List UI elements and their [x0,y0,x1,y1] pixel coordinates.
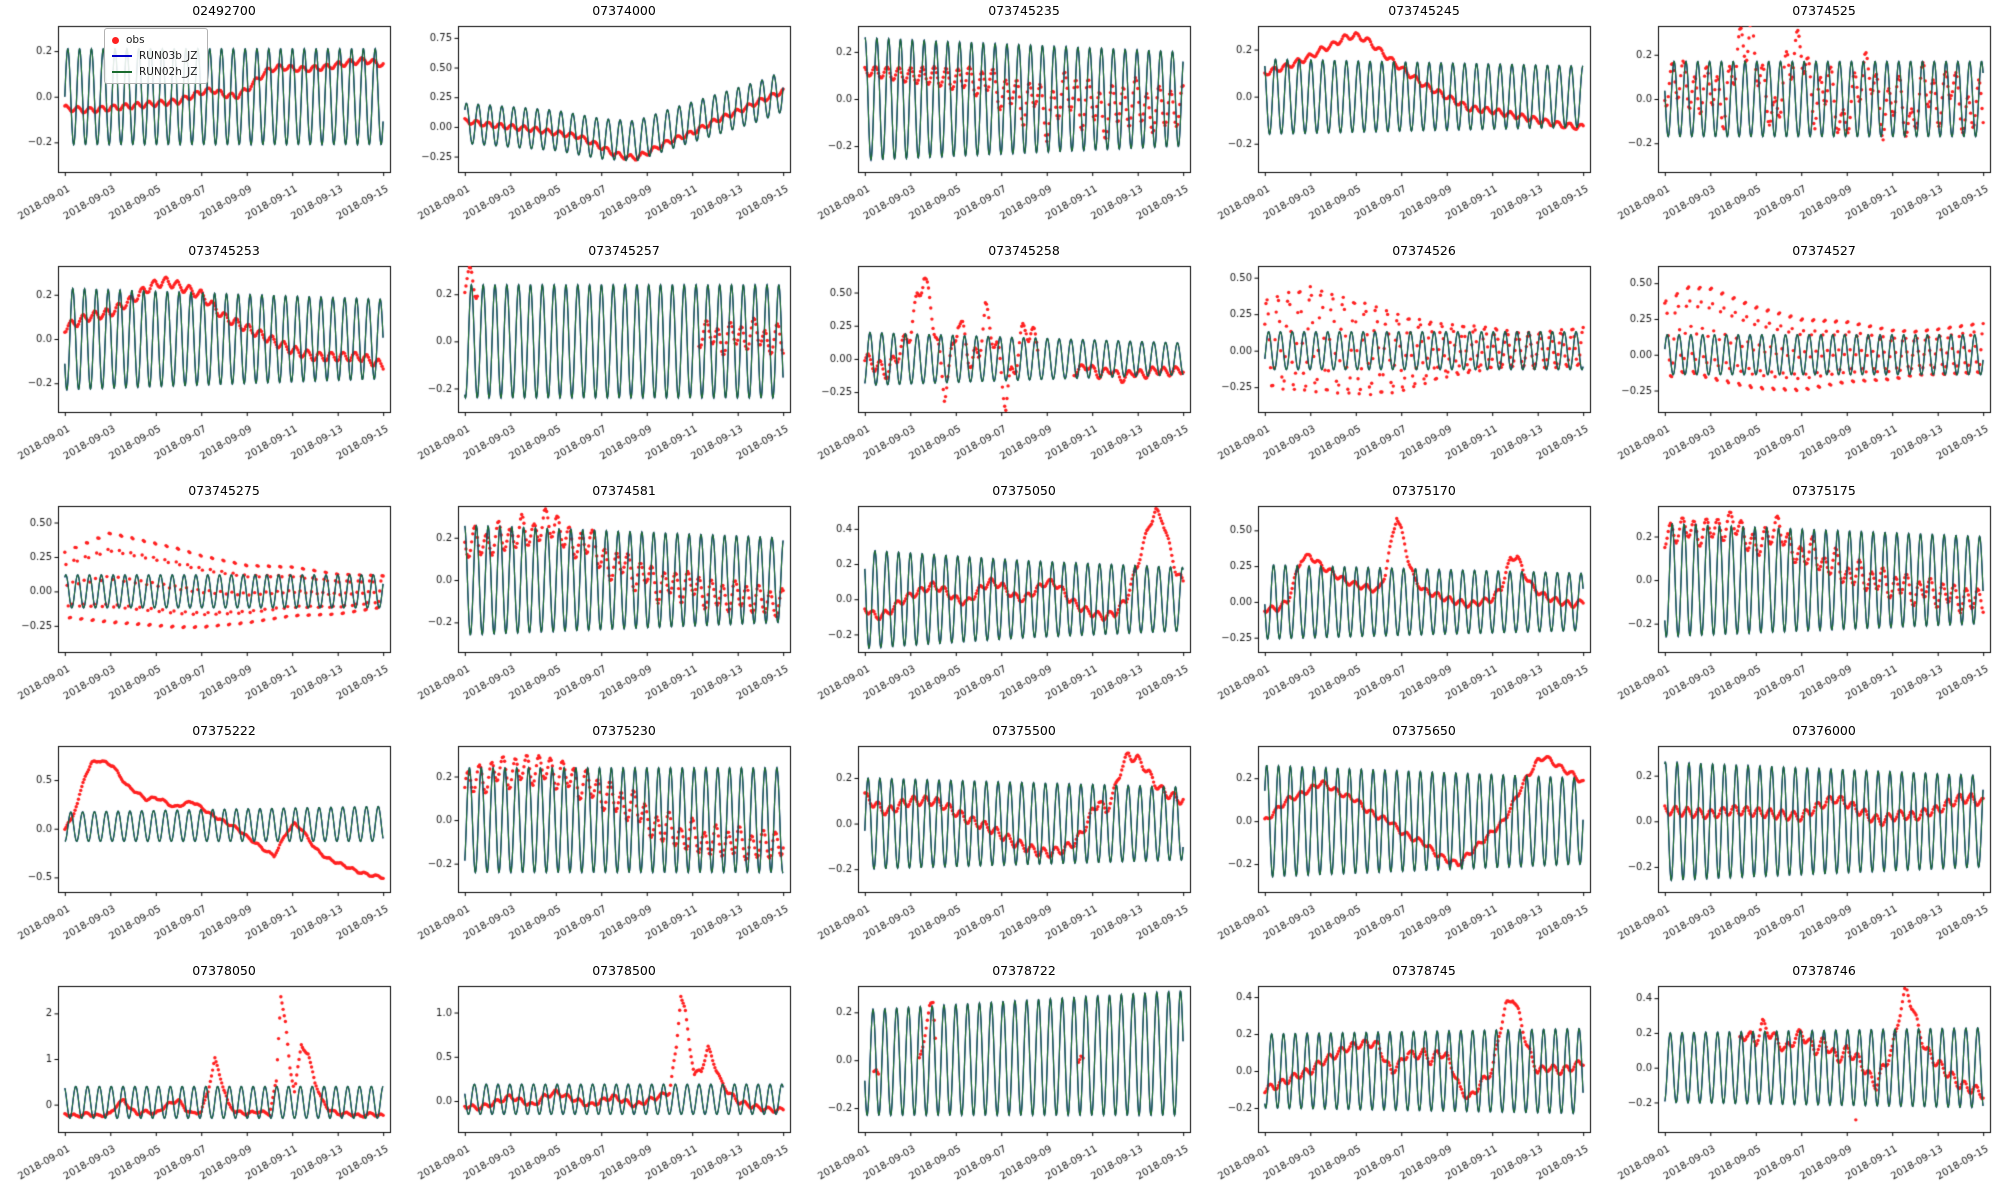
subplot-canvas [2,260,398,476]
subplot: 07375500 [800,720,1200,960]
subplot-canvas [402,260,798,476]
subplot-canvas [1602,980,1998,1196]
subplot-title: 07378746 [1792,963,1856,978]
subplot-canvas [2,980,398,1196]
subplot-canvas [802,740,1198,956]
line-marker-icon [112,55,132,57]
subplot-canvas [1202,500,1598,716]
subplot-title: 073745258 [988,243,1060,258]
subplot-canvas [402,740,798,956]
subplot: 07375222 [0,720,400,960]
subplot-title: 073745253 [188,243,260,258]
subplot: 073745275 [0,480,400,720]
subplot: 073745258 [800,240,1200,480]
subplot-canvas [802,980,1198,1196]
subplot: 07378050 [0,960,400,1200]
subplot: 07378500 [400,960,800,1200]
subplot-canvas [1602,740,1998,956]
subplot-title: 073745275 [188,483,260,498]
subplot: 07375650 [1200,720,1600,960]
subplot: 07375170 [1200,480,1600,720]
subplot-title: 07375175 [1792,483,1856,498]
subplot-canvas [402,980,798,1196]
subplot: 07375230 [400,720,800,960]
subplot: 02492700 obs RUN03b_JZ RUN02h_JZ [0,0,400,240]
subplot-title: 07378745 [1392,963,1456,978]
subplot-canvas [1202,740,1598,956]
subplot-title: 02492700 [192,3,256,18]
subplot-canvas [402,20,798,236]
subplot: 073745257 [400,240,800,480]
subplot-title: 07378500 [592,963,656,978]
subplot-title: 07374581 [592,483,656,498]
subplot-title: 07374526 [1392,243,1456,258]
subplot-canvas [1602,260,1998,476]
legend: obs RUN03b_JZ RUN02h_JZ [104,28,209,84]
subplot: 07378722 [800,960,1200,1200]
subplot: 07378745 [1200,960,1600,1200]
subplot-title: 07375050 [992,483,1056,498]
subplot-title: 073745257 [588,243,660,258]
subplot-title: 07378722 [992,963,1056,978]
subplot: 073745245 [1200,0,1600,240]
subplot: 07374000 [400,0,800,240]
subplot-canvas [1202,980,1598,1196]
legend-entry: RUN02h_JZ [112,64,197,80]
subplot: 07378746 [1600,960,2000,1200]
subplot-canvas [802,260,1198,476]
subplot-title: 07375170 [1392,483,1456,498]
subplot-title: 073745235 [988,3,1060,18]
subplot-canvas [402,500,798,716]
subplot-title: 073745245 [1388,3,1460,18]
subplot: 07375050 [800,480,1200,720]
subplot-title: 07376000 [1792,723,1856,738]
subplot: 07376000 [1600,720,2000,960]
subplot: 073745253 [0,240,400,480]
subplot-canvas [2,500,398,716]
subplot: 07374581 [400,480,800,720]
legend-entry: obs [112,32,197,48]
line-marker-icon [112,71,132,73]
legend-entry: RUN03b_JZ [112,48,197,64]
subplot-canvas [802,20,1198,236]
legend-label: RUN02h_JZ [139,66,198,78]
legend-label: obs [126,34,145,46]
subplot-title: 07374527 [1792,243,1856,258]
subplot-title: 07374000 [592,3,656,18]
subplot-canvas [1202,260,1598,476]
subplot-title: 07378050 [192,963,256,978]
subplot: 07374526 [1200,240,1600,480]
subplot-title: 07374525 [1792,3,1856,18]
subplot-title: 07375230 [592,723,656,738]
subplot: 07374525 [1600,0,2000,240]
subplot-canvas [802,500,1198,716]
subplot-title: 07375222 [192,723,256,738]
subplot-canvas [2,740,398,956]
subplot: 07374527 [1600,240,2000,480]
obs-dot-marker-icon [112,36,119,44]
subplot-title: 07375500 [992,723,1056,738]
subplot-canvas [1202,20,1598,236]
subplot-canvas [1602,20,1998,236]
subplot-canvas [1602,500,1998,716]
subplot: 07375175 [1600,480,2000,720]
legend-label: RUN03b_JZ [139,50,198,62]
subplot: 073745235 [800,0,1200,240]
subplot-title: 07375650 [1392,723,1456,738]
